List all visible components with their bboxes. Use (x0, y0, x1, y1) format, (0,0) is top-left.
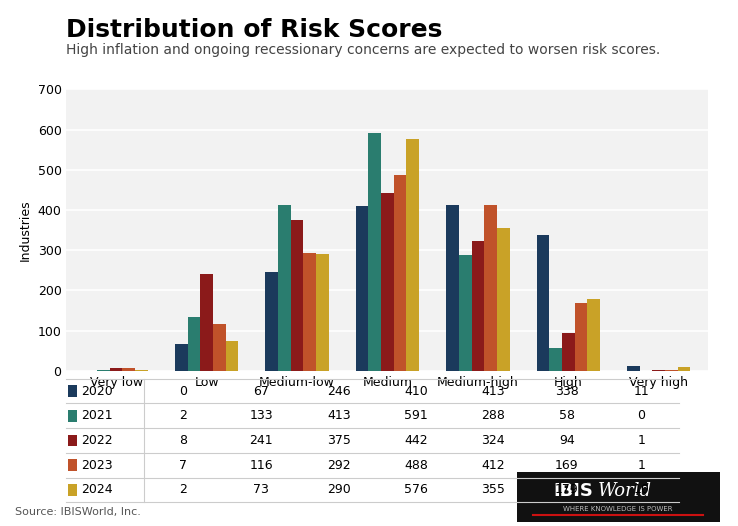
Text: 8: 8 (179, 434, 187, 447)
Text: 2: 2 (179, 409, 187, 422)
Text: 179: 179 (555, 483, 579, 497)
Bar (175, 344, 187, 371)
Bar (123, 368, 135, 371)
Text: 290: 290 (327, 483, 351, 497)
Bar (368, 133, 381, 371)
Bar (446, 205, 459, 371)
Text: 10: 10 (633, 483, 649, 497)
Text: 1: 1 (638, 459, 645, 472)
Text: 116: 116 (249, 459, 273, 472)
Text: 375: 375 (327, 434, 351, 447)
Text: 576: 576 (404, 483, 428, 497)
Bar (381, 193, 394, 371)
Bar (497, 228, 509, 371)
Text: 2021: 2021 (81, 409, 113, 422)
Text: World: World (598, 482, 652, 500)
Bar (407, 139, 419, 371)
Bar (278, 205, 291, 371)
Text: 246: 246 (327, 385, 351, 398)
Bar (484, 205, 497, 371)
Text: 338: 338 (555, 385, 579, 398)
FancyBboxPatch shape (508, 471, 728, 522)
Text: 591: 591 (404, 409, 428, 422)
Text: Source: IBISWorld, Inc.: Source: IBISWorld, Inc. (15, 507, 141, 517)
Y-axis label: Industries: Industries (19, 199, 32, 261)
Bar (459, 255, 472, 371)
Text: 169: 169 (555, 459, 579, 472)
Text: Distribution of Risk Scores: Distribution of Risk Scores (66, 18, 443, 43)
Text: 73: 73 (253, 483, 269, 497)
Text: 2023: 2023 (81, 459, 113, 472)
Bar (575, 303, 587, 371)
Text: 412: 412 (481, 459, 505, 472)
Text: 2024: 2024 (81, 483, 113, 497)
Bar (291, 220, 303, 371)
Bar (303, 254, 316, 371)
Bar (266, 272, 278, 371)
Bar (394, 175, 407, 371)
Text: IBIS: IBIS (554, 482, 593, 500)
Text: 413: 413 (327, 409, 351, 422)
Text: 58: 58 (559, 409, 575, 422)
Bar (135, 370, 148, 371)
Text: 488: 488 (404, 459, 428, 472)
Text: 442: 442 (404, 434, 428, 447)
Text: 1: 1 (638, 434, 645, 447)
Text: WHERE KNOWLEDGE IS POWER: WHERE KNOWLEDGE IS POWER (563, 507, 673, 512)
Bar (200, 274, 213, 371)
Bar (549, 348, 562, 371)
Text: 94: 94 (559, 434, 575, 447)
Bar (110, 368, 123, 371)
Bar (316, 254, 328, 371)
Text: 241: 241 (249, 434, 273, 447)
Text: 2: 2 (179, 483, 187, 497)
Text: 0: 0 (638, 409, 645, 422)
Text: 11: 11 (633, 385, 649, 398)
Bar (97, 370, 110, 371)
Text: High inflation and ongoing recessionary concerns are expected to worsen risk sco: High inflation and ongoing recessionary … (66, 43, 661, 57)
Bar (587, 299, 600, 371)
Bar (472, 240, 484, 371)
Text: 410: 410 (404, 385, 428, 398)
Text: 2020: 2020 (81, 385, 113, 398)
Text: 2022: 2022 (81, 434, 113, 447)
Bar (226, 341, 238, 371)
Bar (213, 324, 226, 371)
Bar (356, 206, 368, 371)
Bar (562, 333, 575, 371)
Text: 355: 355 (481, 483, 505, 497)
Text: 67: 67 (253, 385, 269, 398)
Bar (187, 317, 200, 371)
Bar (627, 367, 640, 371)
Text: 324: 324 (481, 434, 505, 447)
Text: 133: 133 (249, 409, 273, 422)
Text: 0: 0 (179, 385, 187, 398)
Text: 292: 292 (327, 459, 351, 472)
Text: 7: 7 (179, 459, 187, 472)
Bar (677, 367, 690, 371)
Bar (537, 235, 549, 371)
Text: 413: 413 (481, 385, 505, 398)
Text: 288: 288 (481, 409, 505, 422)
